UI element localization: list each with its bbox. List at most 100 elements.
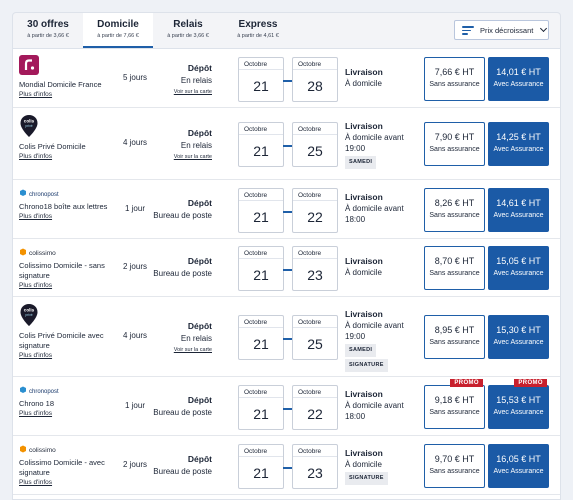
price-label: Avec Assurance (493, 211, 544, 219)
delivery-month: Octobre (293, 247, 337, 259)
depot-location: Bureau de poste (153, 269, 212, 278)
sort-dropdown[interactable]: Prix décroissant (454, 20, 549, 40)
svg-text:chronopost: chronopost (29, 389, 59, 395)
promo-badge: PROMO (514, 378, 547, 387)
tab-relais[interactable]: Relais à partir de 3,66 € (153, 13, 223, 48)
price-without-insurance-button[interactable]: 8,95 € HT Sans assurance (424, 315, 485, 359)
more-info-link[interactable]: Plus d'infos (19, 153, 53, 160)
offer-row: chronopost Chrono18 boîte aux lettres Plus… (13, 180, 560, 239)
price-with-insurance-button[interactable]: 14,61 € HT Avec Assurance (488, 187, 549, 232)
offer-row: colissimo Colissimo Domicile - sans signa… (13, 239, 560, 297)
view-map-link[interactable]: Voir sur la carte (173, 154, 212, 160)
delivery-date-card: Octobre 25 (292, 315, 338, 360)
depot-month: Octobre (239, 445, 283, 457)
depot-block: Dépôt Bureau de poste (122, 256, 212, 278)
tab-subtitle: à partir de 7,66 € (97, 33, 139, 39)
delivery-day: 23 (307, 267, 323, 283)
tab-subtitle: à partir de 4,61 € (237, 33, 279, 39)
price-label: Sans assurance (429, 408, 480, 416)
price-without-insurance-button[interactable]: 7,66 € HT Sans assurance (424, 56, 485, 101)
sort-icon (462, 25, 474, 35)
tab-express[interactable]: Express à partir de 4,61 € (223, 13, 293, 48)
price-without-insurance-button[interactable]: 8,26 € HT Sans assurance (424, 187, 485, 232)
date-range-connector (283, 79, 293, 82)
carrier-name: Colissimo Domicile - avec signature (19, 458, 105, 477)
depot-location: Bureau de poste (153, 210, 212, 220)
depot-month: Octobre (239, 189, 283, 201)
delivery-time: 18:00 (345, 215, 366, 224)
price-label: Avec Assurance (493, 467, 544, 475)
price-with-insurance-button[interactable]: 16,05 € HT Avec Assurance (488, 443, 549, 488)
depot-block: Dépôt Bureau de poste (122, 198, 212, 220)
more-info-link[interactable]: Plus d'infos (19, 282, 53, 289)
view-map-link[interactable]: Voir sur la carte (173, 88, 212, 95)
delivery-month: Octobre (293, 189, 337, 201)
delivery-mode: À domicile avant (345, 133, 404, 142)
depot-block: Dépôt Bureau de poste (122, 454, 212, 476)
price-value: 15,53 € HT (496, 394, 541, 405)
date-range-connector (283, 338, 293, 340)
depot-date-card: Octobre 21 (238, 187, 284, 233)
delivery-month: Octobre (293, 123, 337, 135)
offer-row: Mondial Domicile France Plus d'infos 5 jou… (13, 49, 560, 108)
depot-day: 21 (253, 405, 269, 422)
more-info-link[interactable]: Plus d'infos (19, 410, 53, 417)
delivery-date-card: Octobre 23 (292, 246, 338, 291)
tab-domicile[interactable]: Domicile à partir de 7,66 € (83, 13, 153, 48)
depot-date-card: Octobre 21 (238, 443, 284, 489)
price-with-insurance-button[interactable]: 14,01 € HT Avec Assurance (488, 56, 549, 101)
more-info-link[interactable]: Plus d'infos (19, 91, 53, 98)
price-without-insurance-button[interactable]: 7,90 € HT Sans assurance (424, 122, 485, 166)
price-value: 14,25 € HT (496, 132, 541, 142)
delivery-heading: Livraison (345, 389, 383, 399)
delivery-day: 25 (307, 336, 323, 352)
delivery-month: Octobre (293, 386, 337, 398)
more-info-link[interactable]: Plus d'infos (19, 352, 53, 359)
depot-heading: Dépôt (187, 453, 212, 464)
depot-heading: Dépôt (187, 62, 212, 73)
samedi-badge: SAMEDI (345, 343, 377, 357)
svg-text:colissimo: colissimo (29, 250, 56, 257)
price-value: 8,26 € HT (434, 197, 475, 208)
price-label: Sans assurance (429, 270, 480, 277)
more-info-link[interactable]: Plus d'infos (19, 213, 53, 220)
delivery-heading: Livraison (345, 256, 383, 266)
depot-date-card: Octobre 21 (238, 384, 284, 430)
tab-all-offers[interactable]: 30 offres à partir de 3,66 € (13, 13, 83, 48)
tab-title: 30 offres (27, 19, 69, 30)
price-without-insurance-button[interactable]: 9,70 € HT Sans assurance (424, 443, 485, 488)
price-with-insurance-button[interactable]: 15,05 € HT Avec Assurance (488, 246, 549, 290)
signature-badge: SIGNATURE (345, 472, 388, 485)
tab-subtitle: à partir de 3,66 € (27, 33, 69, 39)
delivery-block: Livraison À domicile (345, 67, 430, 89)
price-value: 15,30 € HT (496, 325, 541, 335)
svg-text:privé: privé (25, 124, 32, 128)
price-with-insurance-button[interactable]: 14,25 € HT Avec Assurance (488, 122, 549, 166)
view-map-link[interactable]: Voir sur la carte (173, 347, 212, 353)
offer-row: colis privé Colis Privé Domicile avec sign… (13, 297, 560, 377)
price-without-insurance-button[interactable]: 8,70 € HT Sans assurance (424, 246, 485, 290)
price-label: Avec Assurance (493, 80, 544, 88)
tab-title: Express (238, 19, 278, 30)
more-info-link[interactable]: Plus d'infos (19, 479, 53, 486)
delivery-duration: 5 jours (122, 72, 147, 82)
carrier-name: Colissimo Domicile - sans signature (19, 261, 105, 280)
price-without-insurance-button[interactable]: PROMO 9,18 € HT Sans assurance (424, 378, 485, 429)
delivery-time: 19:00 (345, 331, 366, 341)
offer-row: colis privé Colis Privé Domicile Plus d'inf… (13, 108, 560, 180)
delivery-mode: À domicile (345, 268, 382, 277)
delivery-date-card: Octobre 22 (292, 384, 338, 430)
delivery-block: Livraison À domicile (345, 256, 430, 278)
delivery-day: 25 (307, 143, 323, 159)
delivery-duration: 2 jours (122, 262, 147, 271)
delivery-mode: À domicile (345, 78, 382, 88)
depot-day: 21 (253, 336, 269, 352)
samedi-badge: SAMEDI (345, 156, 377, 169)
price-with-insurance-button[interactable]: PROMO 15,53 € HT Avec Assurance (488, 378, 549, 429)
depot-heading: Dépôt (187, 128, 212, 138)
date-range-connector (283, 407, 293, 410)
price-with-insurance-button[interactable]: 15,30 € HT Avec Assurance (488, 315, 549, 359)
delivery-heading: Livraison (345, 308, 383, 319)
price-label: Sans assurance (429, 211, 480, 219)
price-label: Avec Assurance (493, 339, 544, 346)
